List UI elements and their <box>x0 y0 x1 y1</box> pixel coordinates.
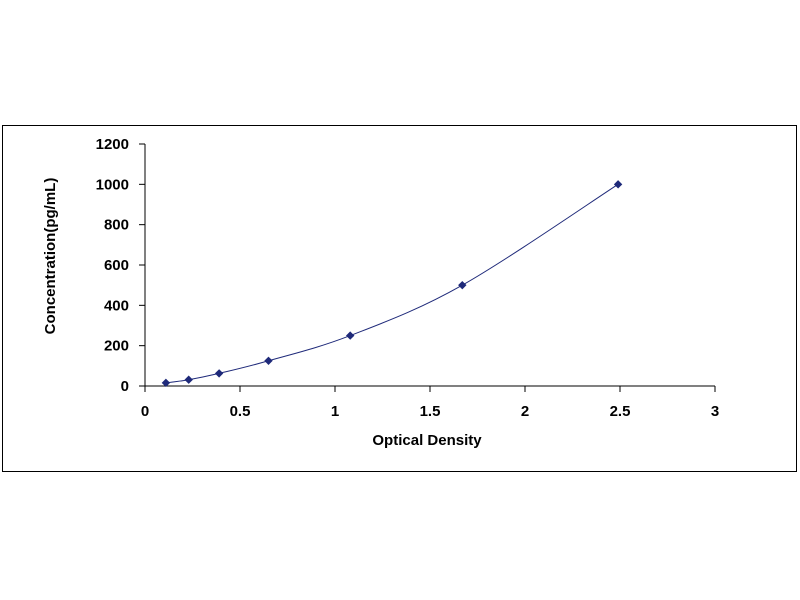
x-tick-label: 0.5 <box>230 403 251 420</box>
x-tick-label: 1.5 <box>420 403 441 420</box>
x-tick-label: 3 <box>711 403 719 420</box>
axes <box>144 144 715 387</box>
x-axis-title: Optical Density <box>372 432 482 449</box>
chart-frame: 0 0.5 1 1.5 2 2.5 3 0 200 400 600 800 1000 1200 Opti… <box>2 125 797 472</box>
x-ticks: 0 0.5 1 1.5 2 2.5 3 <box>141 386 719 420</box>
series-trendline <box>165 183 619 384</box>
data-point <box>161 378 171 388</box>
data-point <box>184 375 193 384</box>
y-tick-label: 600 <box>104 257 129 274</box>
y-tick-label: 1000 <box>96 176 129 193</box>
y-tick-label: 0 <box>121 378 129 395</box>
data-point <box>458 280 467 290</box>
data-point <box>214 369 224 378</box>
data-points <box>161 180 623 388</box>
y-tick-label: 200 <box>104 338 129 355</box>
y-ticks: 0 200 400 600 800 1000 1200 <box>96 136 145 395</box>
data-point <box>345 331 355 340</box>
x-tick-label: 2.5 <box>610 403 631 420</box>
data-point <box>264 356 273 365</box>
y-tick-label: 1200 <box>96 136 129 153</box>
x-tick-label: 2 <box>521 403 529 420</box>
data-point <box>613 180 623 189</box>
y-axis-title: Concentration(pg/mL) <box>42 178 59 335</box>
x-tick-label: 1 <box>331 403 339 420</box>
standard-curve-chart: 0 0.5 1 1.5 2 2.5 3 0 200 400 600 800 1000 1200 Opti… <box>42 136 719 449</box>
y-tick-label: 400 <box>104 297 129 314</box>
x-tick-label: 0 <box>141 403 149 420</box>
y-tick-label: 800 <box>104 217 129 234</box>
